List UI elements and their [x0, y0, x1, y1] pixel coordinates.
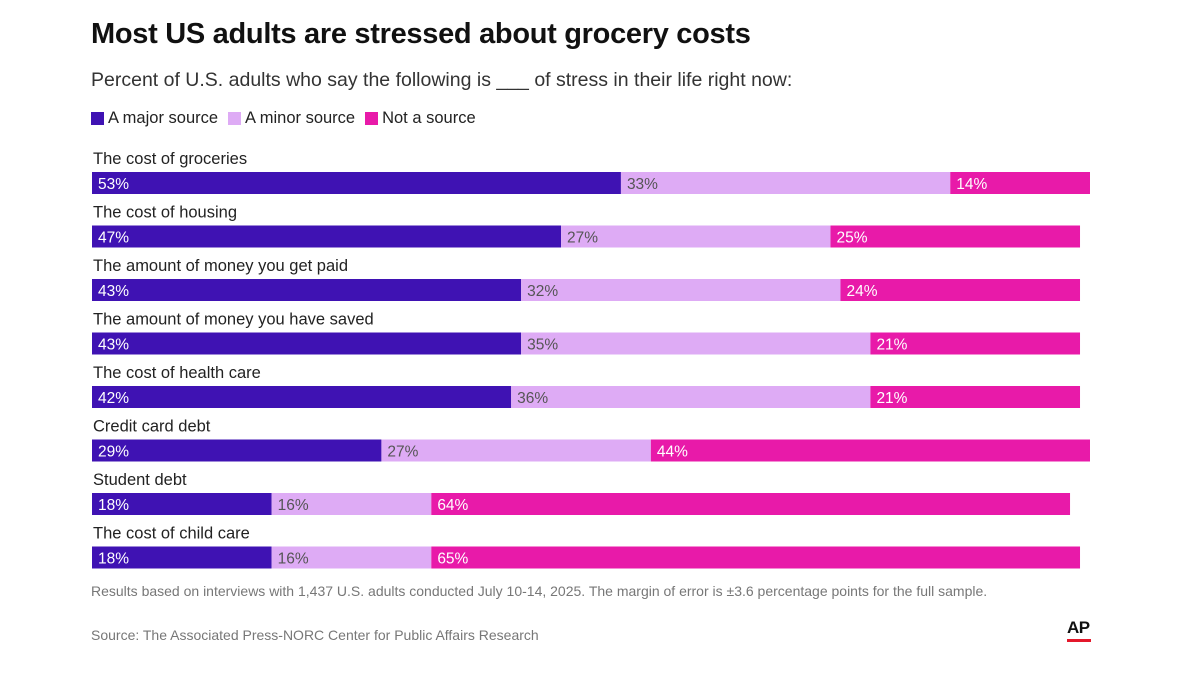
bar-segment-minor [521, 332, 871, 355]
survey-notes: Results based on interviews with 1,437 U… [91, 583, 988, 599]
category-label: Student debt [93, 471, 187, 489]
bar-segment-minor [381, 439, 651, 462]
data-label-not: 14% [956, 176, 987, 193]
legend-swatch-not [365, 112, 379, 125]
data-label-minor: 33% [627, 176, 658, 193]
bar-segment-major [92, 493, 272, 515]
bar-segment-minor [271, 493, 432, 515]
bar-segment-major [92, 439, 382, 462]
bar-segment-major [92, 386, 512, 408]
bar-segment-not [870, 386, 1081, 408]
chart-subtitle: Percent of U.S. adults who say the follo… [91, 69, 793, 91]
data-label-major: 29% [98, 444, 129, 461]
category-label: The cost of child care [93, 525, 250, 543]
bar-segment-not [650, 439, 1090, 462]
bar-segment-minor [620, 172, 951, 194]
data-label-major: 43% [98, 283, 129, 300]
data-label-major: 18% [98, 497, 129, 514]
source-note: Source: The Associated Press-NORC Center… [91, 627, 539, 643]
data-label-minor: 32% [527, 283, 558, 300]
category-label: The cost of health care [93, 364, 261, 382]
data-label-minor: 16% [278, 497, 309, 514]
data-label-not: 64% [437, 497, 468, 514]
bar-segment-major [92, 279, 522, 301]
bar-segment-not [950, 172, 1090, 194]
legend-label-not: Not a source [382, 109, 476, 127]
bar-segment-not [840, 279, 1081, 301]
bar-segment-minor [271, 546, 432, 569]
legend-swatch-minor [228, 112, 242, 125]
ap-logo: AP [1067, 618, 1091, 642]
data-label-minor: 35% [527, 337, 558, 354]
data-label-minor: 27% [387, 444, 418, 461]
data-label-not: 25% [837, 230, 868, 247]
bar-segment-major [92, 332, 522, 355]
bar-segment-major [92, 546, 272, 569]
legend-label-minor: A minor source [245, 109, 356, 127]
data-label-not: 21% [876, 337, 907, 354]
ap-logo-text: AP [1067, 618, 1090, 637]
data-label-major: 53% [98, 176, 129, 193]
data-label-minor: 16% [278, 551, 309, 568]
data-label-not: 44% [657, 444, 688, 461]
bar-segment-not [431, 546, 1081, 569]
bar-segment-not [870, 332, 1081, 355]
category-label: The cost of housing [93, 204, 237, 222]
category-label: The amount of money you have saved [93, 311, 374, 329]
legend: A major source A minor source Not a sour… [91, 109, 486, 128]
data-label-not: 21% [876, 390, 907, 407]
stacked-bar-chart: The cost of groceries 53% 33% 14% The cost o… [92, 150, 1090, 569]
bar-segment-major [92, 172, 621, 194]
data-label-major: 47% [98, 230, 129, 247]
bar-segment-minor [561, 225, 831, 248]
data-label-not: 65% [437, 551, 468, 568]
legend-swatch-major [91, 112, 104, 125]
bar-segment-not [431, 493, 1071, 515]
legend-item-not: Not a source [365, 109, 476, 128]
bar-segment-minor [511, 386, 871, 408]
data-label-major: 18% [98, 551, 129, 568]
data-label-major: 42% [98, 390, 129, 407]
category-label: The cost of groceries [93, 150, 247, 168]
bar-segment-minor [521, 279, 841, 301]
legend-label-major: A major source [108, 109, 219, 127]
data-label-minor: 27% [567, 230, 598, 247]
data-label-minor: 36% [517, 390, 548, 407]
data-label-major: 43% [98, 337, 129, 354]
legend-item-major: A major source [91, 109, 218, 128]
bar-segment-not [830, 225, 1081, 248]
ap-logo-underline [1067, 639, 1091, 642]
data-label-not: 24% [847, 283, 878, 300]
category-label: The amount of money you get paid [93, 257, 348, 275]
chart-title: Most US adults are stressed about grocer… [91, 18, 751, 50]
bar-segment-major [92, 225, 562, 248]
category-label: Credit card debt [93, 418, 211, 436]
legend-item-minor: A minor source [228, 109, 355, 128]
